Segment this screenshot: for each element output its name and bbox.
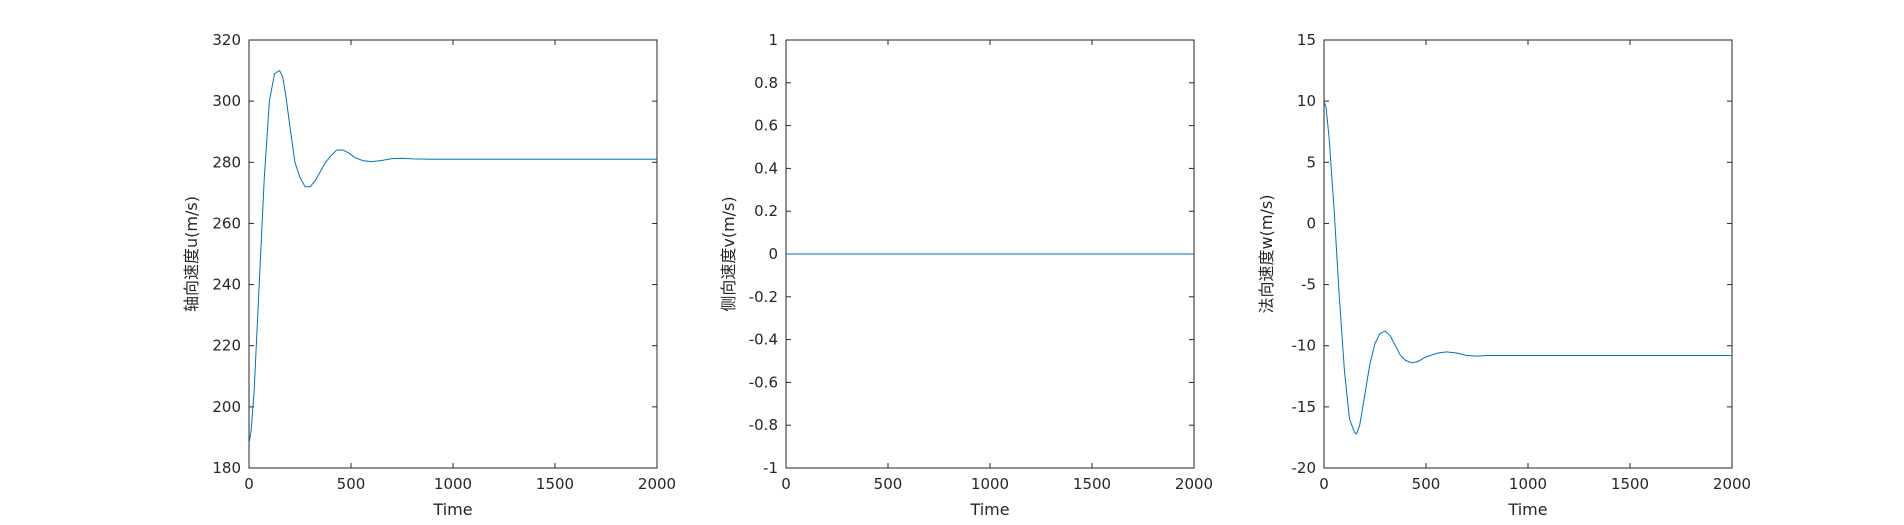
series-line-1	[248, 69, 657, 444]
y-tick-label: 0.6	[754, 117, 778, 135]
y-tick-label: -5	[1301, 276, 1316, 294]
y-tick-label: -0.8	[749, 416, 778, 434]
y-tick-label: 220	[212, 337, 241, 355]
x-tick-label: 1500	[536, 475, 574, 493]
y-tick-label: -10	[1292, 337, 1317, 355]
y-tick-label: 0.8	[754, 74, 778, 92]
y-tick-label: 280	[212, 153, 241, 171]
y-tick-label: 300	[212, 92, 241, 110]
x-tick-label: 0	[1319, 475, 1329, 493]
x-tick-label: 500	[337, 475, 366, 493]
y-axis-label: 侧向速度v(m/s)	[719, 196, 738, 311]
x-tick-label: 0	[244, 475, 254, 493]
y-tick-label: 1	[768, 31, 778, 49]
y-tick-label: 5	[1306, 153, 1316, 171]
subplot-3: 0 500 1000 1500 2000 -20 -15 -10 -5 0 5 10 15 Time 法向速…	[1257, 31, 1751, 519]
x-tick-label: 1000	[971, 475, 1009, 493]
y-tick-label: 0.4	[754, 159, 778, 177]
y-tick-label: -1	[763, 459, 778, 477]
y-tick-label: 0.2	[754, 202, 778, 220]
x-axis-label: Time	[1507, 500, 1547, 519]
y-tick-label: 15	[1297, 31, 1316, 49]
x-tick-label: 1000	[434, 475, 472, 493]
y-tick-label: 10	[1297, 92, 1316, 110]
x-tick-label: 500	[1412, 475, 1441, 493]
y-tick-label: 0	[768, 245, 778, 263]
x-tick-label: 1000	[1509, 475, 1547, 493]
y-tick-label: 200	[212, 398, 241, 416]
x-axis-label: Time	[969, 500, 1009, 519]
x-tick-label: 0	[781, 475, 791, 493]
y-tick-label: -0.2	[749, 288, 778, 306]
x-axis-label: Time	[432, 500, 472, 519]
y-tick-label: -0.6	[749, 373, 778, 391]
subplot-1: 0 500 1000 1500 2000 180 200 220 240 260 280 300 320…	[182, 31, 676, 519]
y-axis-label: 法向速度w(m/s)	[1257, 195, 1276, 314]
axes-box	[1323, 39, 1733, 469]
x-tick-label: 2000	[1713, 475, 1751, 493]
y-tick-label: 180	[212, 459, 241, 477]
x-tick-label: 500	[874, 475, 903, 493]
axes-box	[248, 39, 658, 469]
y-tick-label: -15	[1292, 398, 1317, 416]
y-tick-label: 240	[212, 276, 241, 294]
y-tick-label: -0.4	[749, 331, 778, 349]
y-tick-label: 260	[212, 214, 241, 232]
x-tick-label: 2000	[638, 475, 676, 493]
y-tick-label: 320	[212, 31, 241, 49]
x-tick-label: 2000	[1175, 475, 1213, 493]
x-tick-label: 1500	[1611, 475, 1649, 493]
y-tick-label: -20	[1292, 459, 1317, 477]
y-axis-label: 轴向速度u(m/s)	[182, 196, 201, 312]
subplot-2: 0 500 1000 1500 2000 -1 -0.8 -0.6 -0.4 -0.2 0 0.2 0.…	[719, 31, 1213, 519]
x-tick-label: 1500	[1073, 475, 1111, 493]
y-tick-label: 0	[1306, 214, 1316, 232]
series-line-1	[1323, 100, 1732, 435]
